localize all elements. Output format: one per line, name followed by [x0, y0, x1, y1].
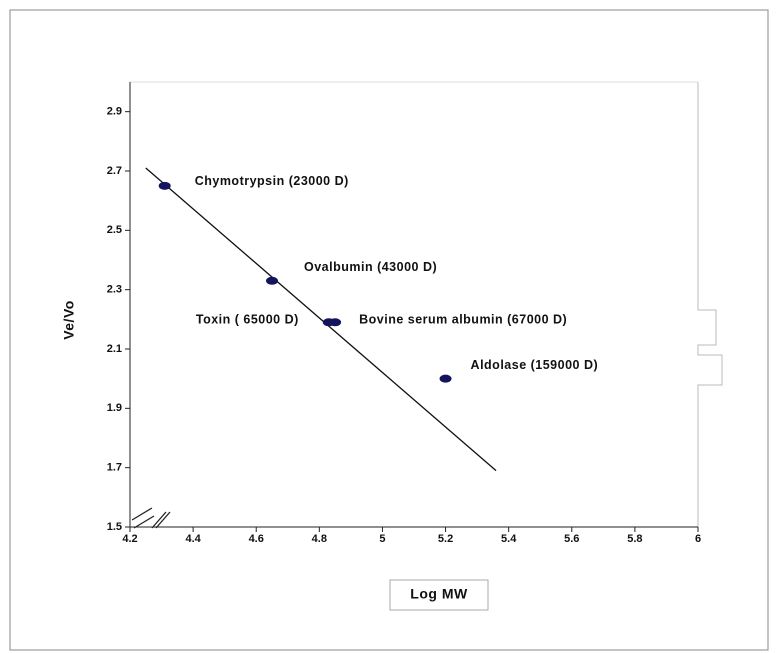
point — [329, 318, 342, 327]
y-tick-label: 1.5 — [107, 521, 122, 533]
x-tick-label: 5.6 — [564, 533, 579, 545]
y-tick-label: 2.7 — [107, 165, 122, 177]
y-axis-label: Ve/Vo — [61, 300, 77, 340]
frame — [9, 9, 769, 651]
x-tick-label: 4.8 — [312, 533, 327, 545]
y-tick-label: 1.7 — [107, 462, 122, 474]
x-tick-label: 4.6 — [249, 533, 264, 545]
y-tick-label: 2.9 — [107, 106, 122, 118]
point-label: Ovalbumin (43000 D) — [304, 260, 437, 274]
x-tick-label: 5.4 — [501, 533, 517, 545]
y-tick-label: 2.3 — [107, 284, 122, 296]
plot-edge — [697, 82, 723, 527]
x-axis-label: Log MW — [410, 586, 468, 602]
point — [266, 276, 278, 285]
x-tick-label: 5.2 — [438, 533, 453, 545]
x-tick-label: 5 — [379, 533, 385, 545]
point-label: Bovine serum albumin (67000 D) — [359, 313, 567, 327]
y-tick-label: 1.9 — [107, 402, 122, 414]
xlabel-box — [389, 579, 489, 611]
point — [158, 181, 171, 190]
x-tick-label: 4.2 — [122, 533, 137, 545]
point-label: Toxin ( 65000 D) — [196, 313, 299, 327]
x-tick-label: 6 — [695, 533, 701, 545]
fit-line — [145, 167, 497, 472]
axis-break — [131, 507, 171, 529]
x-tick-label: 4.4 — [185, 533, 201, 545]
point-label: Aldolase (159000 D) — [471, 358, 599, 372]
point — [439, 374, 452, 383]
x-tick-label: 5.8 — [627, 533, 642, 545]
y-tick-label: 2.5 — [107, 224, 122, 236]
y-tick-label: 2.1 — [107, 343, 122, 355]
point-label: Chymotrypsin (23000 D) — [195, 174, 349, 188]
